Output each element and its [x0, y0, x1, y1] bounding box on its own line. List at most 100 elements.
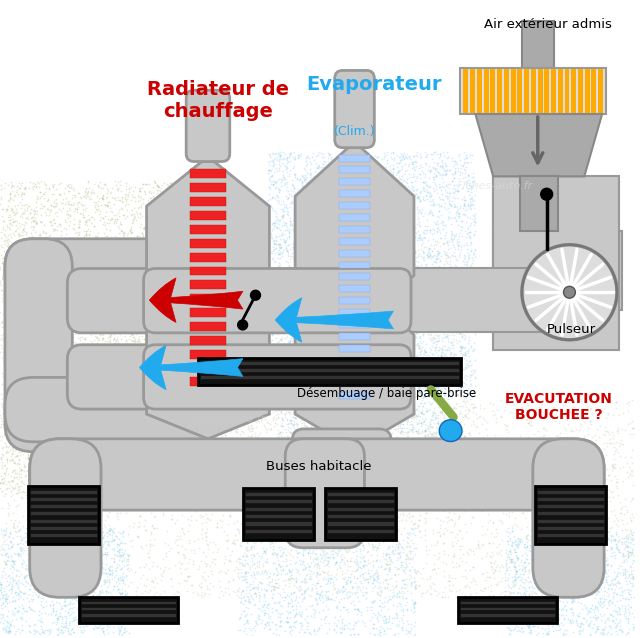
Point: [101, 193, 111, 203]
Point: [83, 369, 93, 379]
Point: [388, 167, 399, 177]
Point: [341, 528, 351, 538]
Point: [269, 289, 279, 299]
Point: [241, 551, 252, 561]
Point: [414, 382, 424, 392]
Point: [413, 268, 423, 278]
Point: [380, 255, 390, 265]
Point: [427, 365, 437, 375]
Point: [25, 353, 35, 364]
Point: [306, 389, 316, 399]
Point: [253, 590, 264, 600]
Point: [442, 237, 452, 248]
Point: [170, 408, 180, 418]
Point: [541, 628, 551, 638]
Point: [450, 244, 460, 254]
Point: [56, 513, 66, 523]
Point: [355, 436, 365, 447]
Point: [232, 413, 242, 424]
Point: [84, 614, 94, 624]
Point: [377, 308, 387, 318]
Point: [396, 294, 406, 304]
Point: [339, 342, 349, 352]
Point: [544, 626, 554, 636]
Point: [65, 331, 76, 341]
Point: [220, 473, 230, 484]
Point: [151, 278, 161, 288]
Point: [412, 193, 422, 204]
Point: [179, 438, 189, 449]
Point: [53, 576, 63, 586]
Point: [275, 308, 285, 318]
Point: [97, 510, 107, 521]
Point: [353, 335, 364, 345]
Point: [419, 426, 429, 436]
Point: [36, 543, 47, 553]
Point: [6, 491, 16, 501]
Point: [314, 452, 324, 462]
Point: [27, 182, 37, 193]
Point: [338, 405, 348, 415]
Point: [476, 471, 486, 481]
Point: [420, 228, 431, 239]
Point: [75, 253, 85, 263]
Point: [65, 235, 76, 245]
Point: [340, 277, 350, 287]
Point: [15, 535, 26, 545]
Point: [328, 261, 339, 271]
Point: [432, 223, 442, 233]
Point: [445, 500, 455, 510]
Point: [100, 199, 110, 209]
Point: [435, 466, 445, 476]
Point: [134, 367, 145, 378]
Point: [321, 350, 332, 360]
Point: [337, 370, 347, 380]
Point: [428, 585, 438, 595]
Point: [4, 295, 14, 305]
Point: [318, 546, 328, 556]
Point: [37, 561, 47, 571]
Point: [188, 281, 198, 292]
Point: [41, 304, 51, 314]
Point: [62, 404, 72, 414]
Point: [343, 529, 353, 539]
Point: [252, 561, 262, 571]
Point: [168, 453, 178, 463]
Point: [292, 239, 302, 249]
Point: [517, 602, 527, 612]
Point: [80, 429, 90, 440]
Point: [290, 452, 300, 462]
Point: [552, 433, 563, 443]
FancyBboxPatch shape: [67, 345, 206, 409]
Point: [331, 480, 341, 491]
Point: [430, 389, 440, 399]
Point: [115, 508, 125, 518]
Point: [237, 351, 248, 361]
Point: [382, 434, 392, 445]
Point: [97, 475, 108, 485]
Point: [88, 269, 99, 279]
Point: [354, 165, 364, 175]
Point: [362, 267, 372, 277]
Point: [232, 299, 242, 309]
Point: [8, 267, 19, 278]
Point: [548, 570, 558, 580]
Point: [254, 577, 264, 587]
Point: [386, 389, 396, 399]
Point: [595, 593, 605, 603]
Point: [493, 496, 504, 506]
Point: [170, 406, 180, 416]
Point: [175, 316, 185, 326]
Point: [51, 373, 61, 383]
Point: [179, 226, 189, 237]
Point: [91, 561, 101, 571]
Point: [24, 526, 35, 536]
Point: [107, 594, 117, 604]
Point: [524, 609, 534, 619]
Point: [419, 177, 429, 188]
Point: [403, 456, 413, 466]
Point: [416, 392, 426, 402]
Point: [240, 568, 250, 578]
Point: [312, 293, 322, 304]
Text: Désembuage / baie pare-brise: Désembuage / baie pare-brise: [296, 387, 476, 400]
